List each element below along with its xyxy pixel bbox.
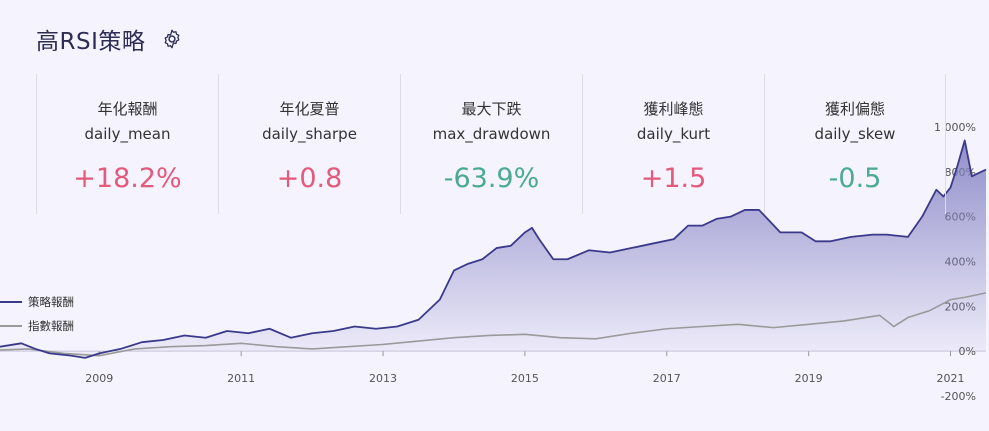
metric-value: +0.8 bbox=[276, 163, 343, 194]
metric-card-daily-skew: 獲利偏態 daily_skew -0.5 bbox=[764, 74, 946, 214]
x-tick-label: 2013 bbox=[369, 372, 397, 385]
x-tick-label: 2011 bbox=[227, 372, 255, 385]
metric-key-label: daily_kurt bbox=[636, 125, 711, 143]
metric-key-label: daily_sharpe bbox=[262, 125, 357, 143]
metric-key-label: daily_skew bbox=[814, 125, 896, 143]
strategy-line bbox=[0, 139, 987, 359]
legend-swatch bbox=[0, 301, 22, 303]
x-tick-label: 2017 bbox=[653, 372, 681, 385]
metric-cn-label: 獲利峰態 bbox=[643, 100, 704, 118]
legend-label: 策略報酬 bbox=[28, 295, 74, 309]
metric-value: +18.2% bbox=[73, 163, 182, 194]
legend-item-index[interactable]: 指數報酬 bbox=[0, 314, 74, 338]
metric-card-daily-sharpe: 年化夏普 daily_sharpe +0.8 bbox=[218, 74, 400, 214]
metric-value: -0.5 bbox=[828, 163, 882, 194]
y-tick-label: -200% bbox=[941, 390, 976, 403]
metric-value: +1.5 bbox=[640, 163, 707, 194]
title-row: 高RSI策略 bbox=[36, 22, 183, 56]
metric-key-label: max_drawdown bbox=[432, 125, 551, 143]
x-tick-label: 2019 bbox=[795, 372, 823, 385]
metric-key-label: daily_mean bbox=[84, 125, 171, 143]
legend-item-strategy[interactable]: 策略報酬 bbox=[0, 290, 74, 314]
metric-card-max-drawdown: 最大下跌 max_drawdown -63.9% bbox=[400, 74, 582, 214]
index-line bbox=[0, 292, 987, 357]
metric-card-daily-kurt: 獲利峰態 daily_kurt +1.5 bbox=[582, 74, 764, 214]
metric-value: -63.9% bbox=[443, 163, 540, 194]
metric-cn-label: 年化報酬 bbox=[97, 100, 158, 118]
y-tick-label: 1 000% bbox=[934, 121, 976, 134]
metric-cn-label: 年化夏普 bbox=[279, 100, 340, 118]
metric-cn-label: 獲利偏態 bbox=[824, 100, 885, 118]
page-title: 高RSI策略 bbox=[36, 29, 146, 55]
gear-icon[interactable] bbox=[161, 28, 183, 50]
metric-cn-label: 最大下跌 bbox=[461, 100, 522, 118]
legend-swatch bbox=[0, 325, 22, 327]
x-tick-label: 2021 bbox=[937, 372, 965, 385]
metrics-row: 年化報酬 daily_mean +18.2% 年化夏普 daily_sharpe… bbox=[36, 74, 946, 214]
x-tick-label: 2009 bbox=[85, 372, 113, 385]
strategy-area bbox=[0, 140, 986, 358]
x-tick-label: 2015 bbox=[511, 372, 539, 385]
metric-card-daily-mean: 年化報酬 daily_mean +18.2% bbox=[36, 74, 218, 214]
chart-legend: 策略報酬 指數報酬 bbox=[0, 290, 74, 338]
legend-label: 指數報酬 bbox=[28, 319, 74, 333]
